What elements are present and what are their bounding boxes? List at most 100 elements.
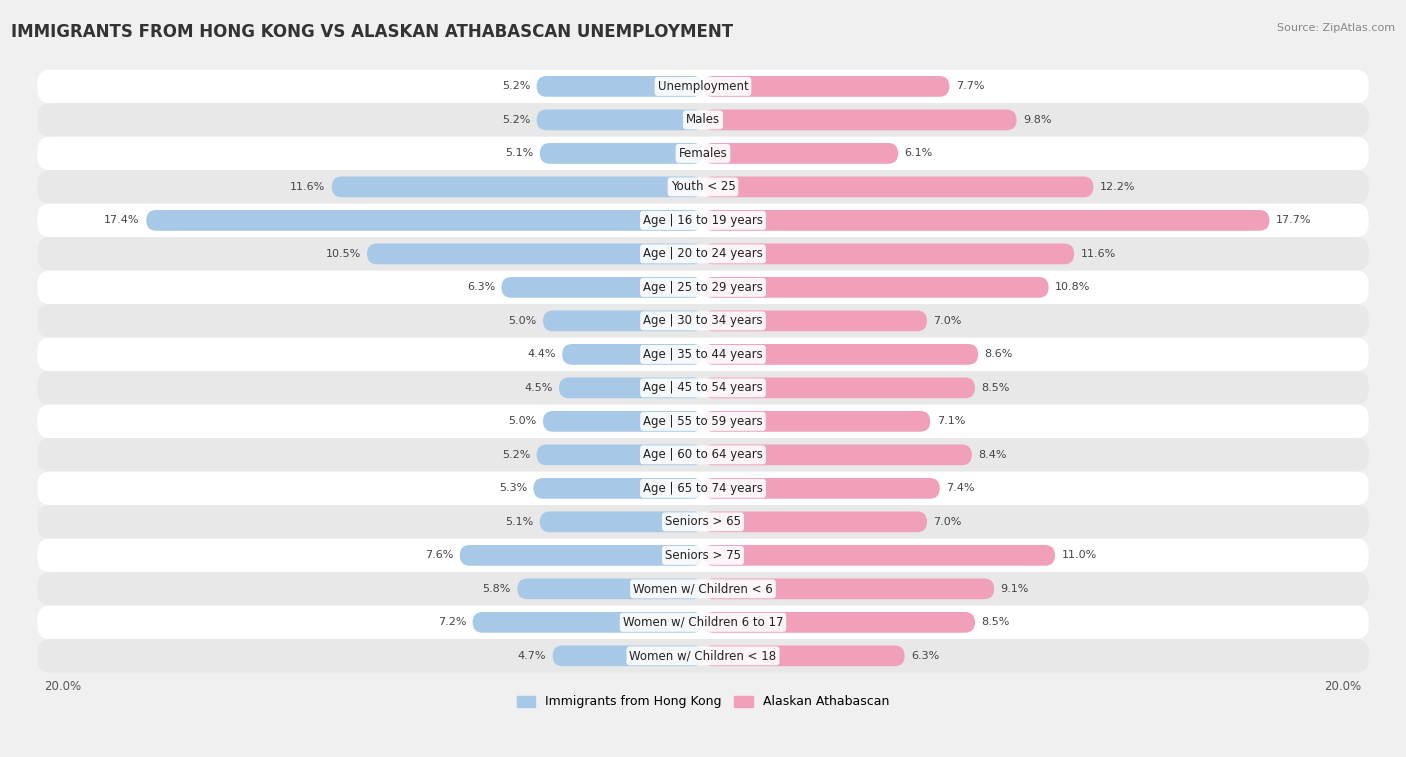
FancyBboxPatch shape: [533, 478, 703, 499]
FancyBboxPatch shape: [38, 271, 1368, 304]
FancyBboxPatch shape: [537, 76, 703, 97]
FancyBboxPatch shape: [540, 143, 703, 164]
FancyBboxPatch shape: [502, 277, 703, 298]
Text: 9.1%: 9.1%: [1001, 584, 1029, 593]
Text: Age | 30 to 34 years: Age | 30 to 34 years: [643, 314, 763, 327]
Text: 6.3%: 6.3%: [467, 282, 495, 292]
FancyBboxPatch shape: [703, 512, 927, 532]
Text: 9.8%: 9.8%: [1024, 115, 1052, 125]
Text: 7.0%: 7.0%: [934, 316, 962, 326]
FancyBboxPatch shape: [38, 438, 1368, 472]
FancyBboxPatch shape: [703, 110, 1017, 130]
FancyBboxPatch shape: [703, 578, 994, 600]
FancyBboxPatch shape: [703, 76, 949, 97]
FancyBboxPatch shape: [38, 572, 1368, 606]
FancyBboxPatch shape: [38, 70, 1368, 103]
FancyBboxPatch shape: [38, 338, 1368, 371]
FancyBboxPatch shape: [703, 545, 1054, 565]
Text: Age | 25 to 29 years: Age | 25 to 29 years: [643, 281, 763, 294]
Text: 8.5%: 8.5%: [981, 383, 1010, 393]
Text: 8.5%: 8.5%: [981, 618, 1010, 628]
FancyBboxPatch shape: [38, 538, 1368, 572]
Text: 7.2%: 7.2%: [437, 618, 467, 628]
Text: 7.1%: 7.1%: [936, 416, 965, 426]
FancyBboxPatch shape: [38, 204, 1368, 237]
Text: Age | 45 to 54 years: Age | 45 to 54 years: [643, 382, 763, 394]
Text: Women w/ Children 6 to 17: Women w/ Children 6 to 17: [623, 616, 783, 629]
Text: 10.8%: 10.8%: [1054, 282, 1091, 292]
FancyBboxPatch shape: [38, 606, 1368, 639]
Text: 8.4%: 8.4%: [979, 450, 1007, 459]
FancyBboxPatch shape: [146, 210, 703, 231]
FancyBboxPatch shape: [38, 237, 1368, 271]
Text: 4.7%: 4.7%: [517, 651, 546, 661]
FancyBboxPatch shape: [703, 310, 927, 332]
Text: Seniors > 75: Seniors > 75: [665, 549, 741, 562]
FancyBboxPatch shape: [38, 371, 1368, 405]
Text: Age | 20 to 24 years: Age | 20 to 24 years: [643, 248, 763, 260]
Text: 5.2%: 5.2%: [502, 82, 530, 92]
Text: Age | 16 to 19 years: Age | 16 to 19 years: [643, 214, 763, 227]
Legend: Immigrants from Hong Kong, Alaskan Athabascan: Immigrants from Hong Kong, Alaskan Athab…: [512, 690, 894, 714]
Text: 8.6%: 8.6%: [984, 350, 1012, 360]
Text: Seniors > 65: Seniors > 65: [665, 516, 741, 528]
Text: 11.0%: 11.0%: [1062, 550, 1097, 560]
FancyBboxPatch shape: [562, 344, 703, 365]
Text: Age | 60 to 64 years: Age | 60 to 64 years: [643, 448, 763, 461]
FancyBboxPatch shape: [38, 505, 1368, 538]
FancyBboxPatch shape: [540, 512, 703, 532]
Text: 5.2%: 5.2%: [502, 450, 530, 459]
FancyBboxPatch shape: [537, 110, 703, 130]
FancyBboxPatch shape: [553, 646, 703, 666]
Text: Unemployment: Unemployment: [658, 80, 748, 93]
Text: 5.1%: 5.1%: [505, 517, 533, 527]
Text: 4.4%: 4.4%: [527, 350, 555, 360]
Text: IMMIGRANTS FROM HONG KONG VS ALASKAN ATHABASCAN UNEMPLOYMENT: IMMIGRANTS FROM HONG KONG VS ALASKAN ATH…: [11, 23, 734, 41]
Text: 5.1%: 5.1%: [505, 148, 533, 158]
Text: Age | 55 to 59 years: Age | 55 to 59 years: [643, 415, 763, 428]
FancyBboxPatch shape: [703, 344, 979, 365]
Text: 17.4%: 17.4%: [104, 216, 139, 226]
FancyBboxPatch shape: [38, 405, 1368, 438]
Text: Youth < 25: Youth < 25: [671, 180, 735, 193]
Text: Females: Females: [679, 147, 727, 160]
Text: 5.8%: 5.8%: [482, 584, 510, 593]
Text: 7.0%: 7.0%: [934, 517, 962, 527]
Text: 5.0%: 5.0%: [509, 416, 537, 426]
Text: 5.3%: 5.3%: [499, 484, 527, 494]
FancyBboxPatch shape: [703, 478, 939, 499]
FancyBboxPatch shape: [38, 472, 1368, 505]
Text: 6.3%: 6.3%: [911, 651, 939, 661]
FancyBboxPatch shape: [703, 444, 972, 466]
Text: Age | 35 to 44 years: Age | 35 to 44 years: [643, 348, 763, 361]
FancyBboxPatch shape: [703, 646, 904, 666]
FancyBboxPatch shape: [703, 244, 1074, 264]
FancyBboxPatch shape: [703, 378, 974, 398]
Text: 11.6%: 11.6%: [290, 182, 325, 192]
FancyBboxPatch shape: [517, 578, 703, 600]
Text: 7.6%: 7.6%: [425, 550, 453, 560]
Text: 4.5%: 4.5%: [524, 383, 553, 393]
FancyBboxPatch shape: [460, 545, 703, 565]
FancyBboxPatch shape: [703, 277, 1049, 298]
FancyBboxPatch shape: [38, 137, 1368, 170]
FancyBboxPatch shape: [703, 411, 931, 431]
FancyBboxPatch shape: [38, 103, 1368, 137]
FancyBboxPatch shape: [703, 176, 1094, 198]
FancyBboxPatch shape: [38, 639, 1368, 672]
FancyBboxPatch shape: [543, 411, 703, 431]
FancyBboxPatch shape: [367, 244, 703, 264]
Text: 5.0%: 5.0%: [509, 316, 537, 326]
FancyBboxPatch shape: [703, 210, 1270, 231]
Text: 7.7%: 7.7%: [956, 82, 984, 92]
FancyBboxPatch shape: [38, 170, 1368, 204]
FancyBboxPatch shape: [472, 612, 703, 633]
Text: 17.7%: 17.7%: [1275, 216, 1312, 226]
Text: 11.6%: 11.6%: [1081, 249, 1116, 259]
Text: 7.4%: 7.4%: [946, 484, 974, 494]
FancyBboxPatch shape: [38, 304, 1368, 338]
Text: Males: Males: [686, 114, 720, 126]
FancyBboxPatch shape: [703, 612, 974, 633]
FancyBboxPatch shape: [537, 444, 703, 466]
Text: Source: ZipAtlas.com: Source: ZipAtlas.com: [1277, 23, 1395, 33]
